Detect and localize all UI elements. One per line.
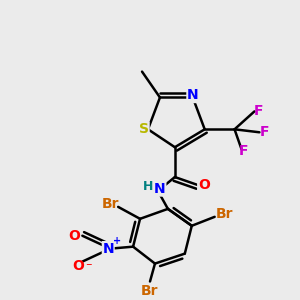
Text: Br: Br (141, 284, 159, 298)
Text: N: N (187, 88, 199, 103)
Text: O: O (68, 229, 80, 243)
Text: +: + (113, 236, 121, 246)
Text: ⁻: ⁻ (85, 261, 92, 274)
Text: Br: Br (101, 197, 119, 211)
Text: N: N (102, 242, 114, 256)
Text: O: O (198, 178, 210, 192)
Text: Br: Br (216, 207, 233, 221)
Text: N: N (154, 182, 166, 196)
Text: F: F (239, 144, 248, 158)
Text: O: O (72, 259, 84, 273)
Text: F: F (254, 104, 263, 118)
Text: H: H (143, 181, 153, 194)
Text: S: S (139, 122, 149, 136)
Text: F: F (260, 125, 269, 139)
